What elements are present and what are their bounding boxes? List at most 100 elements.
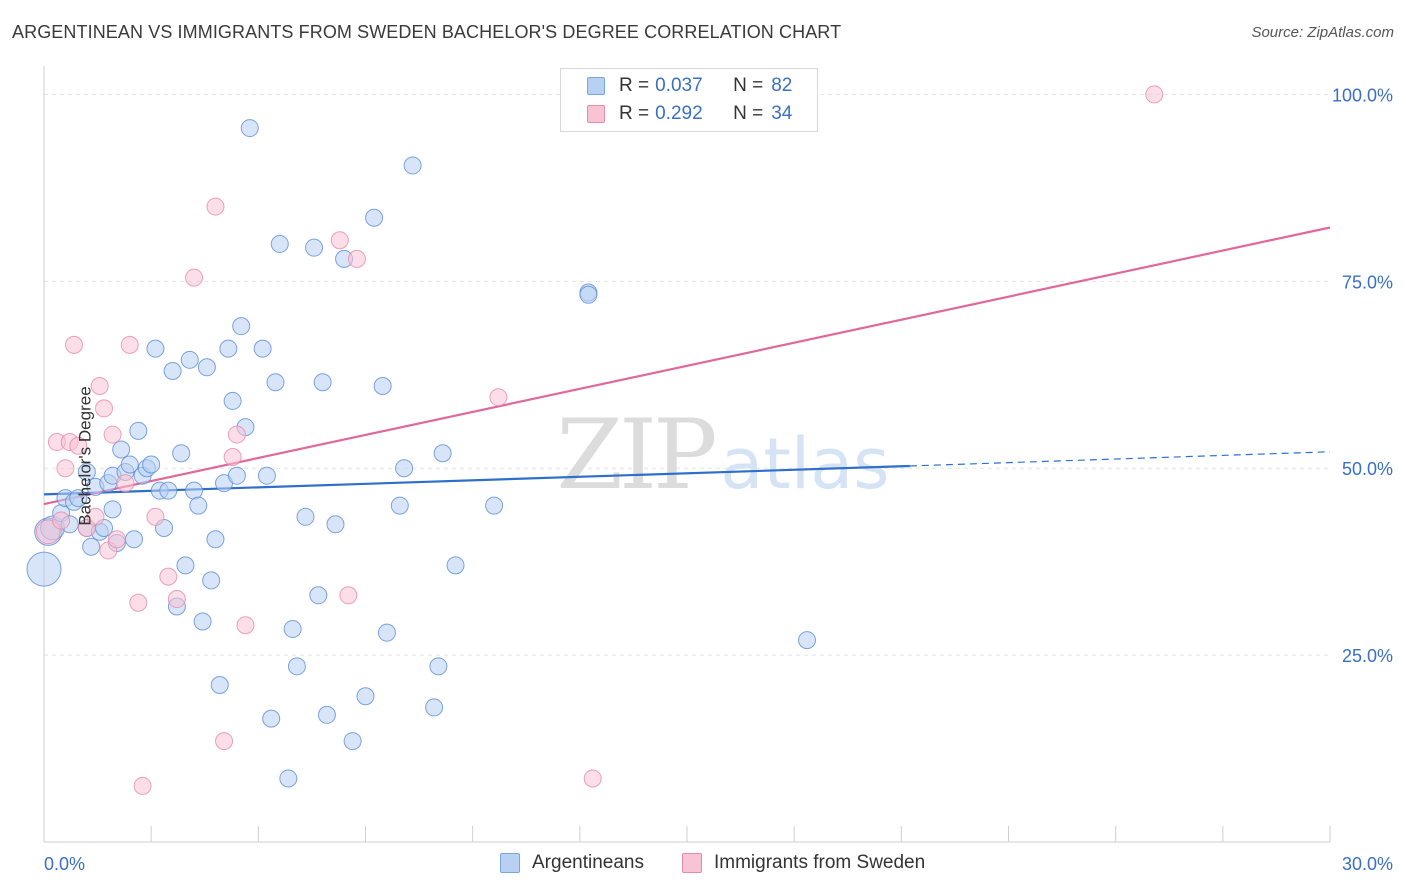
x-tick-label: 30.0%: [1342, 854, 1393, 874]
legend-r-label: R =: [619, 75, 650, 96]
argentinean-point: [120, 455, 139, 474]
argentinean-point: [253, 339, 272, 358]
legend-swatch-pink: [682, 853, 702, 873]
sweden-point: [215, 732, 234, 751]
legend-n-value: 34: [771, 103, 793, 124]
argentinean-point: [429, 657, 448, 676]
legend-label: Argentineans: [532, 852, 644, 873]
argentinean-point: [403, 156, 422, 175]
argentinean-point: [317, 705, 336, 724]
watermark-zip: ZIP: [556, 399, 715, 511]
argentinean-point: [279, 769, 298, 788]
argentinean-point: [163, 362, 182, 381]
argentinean-point: [197, 358, 216, 377]
sweden-point: [129, 593, 148, 612]
sweden-point: [227, 425, 246, 444]
x-tick-label: 0.0%: [44, 854, 85, 874]
argentinean-point: [69, 489, 88, 508]
argentinean-point: [262, 709, 281, 728]
sweden-point: [489, 388, 508, 407]
legend-r-value: 0.292: [655, 103, 703, 124]
sweden-point: [330, 231, 349, 250]
y-tick-label: 25.0%: [1342, 646, 1393, 666]
argentinean-point: [343, 732, 362, 751]
legend-n-label: N =: [733, 75, 764, 96]
sweden-point: [347, 249, 366, 268]
argentinean-point: [185, 481, 204, 500]
argentinean-point: [266, 373, 285, 392]
sweden-point: [185, 268, 204, 287]
argentinean-point: [189, 496, 208, 515]
argentinean-point: [296, 507, 315, 526]
legend-item-argentineans[interactable]: Argentineans: [500, 852, 644, 874]
argentinean-point: [305, 238, 324, 257]
legend-swatch-blue: [587, 77, 605, 95]
argentinean-point: [356, 687, 375, 706]
legend-swatch-blue: [500, 853, 520, 873]
argentinean-point: [283, 619, 302, 638]
argentinean-point: [129, 421, 148, 440]
argentinean-point: [176, 556, 195, 575]
legend-item-sweden[interactable]: Immigrants from Sweden: [682, 852, 925, 874]
sweden-point: [223, 448, 242, 466]
argentinean-point: [798, 631, 817, 650]
sweden-point: [146, 507, 165, 526]
argentinean-point: [240, 119, 259, 138]
chart-title: ARGENTINEAN VS IMMIGRANTS FROM SWEDEN BA…: [12, 22, 842, 42]
argentinean-point: [180, 350, 199, 369]
legend-r-label: R =: [619, 103, 650, 124]
argentinean-point: [313, 373, 332, 392]
sweden-point: [133, 776, 152, 795]
argentinean-point: [223, 391, 242, 410]
argentinean-point: [77, 462, 96, 481]
sweden-point: [206, 197, 225, 216]
source-label: Source: ZipAtlas.com: [1251, 24, 1394, 41]
argentinean-point: [26, 551, 62, 587]
y-axis-label: Bachelor's Degree: [75, 386, 95, 526]
sweden-point: [167, 590, 186, 609]
argentinean-point: [219, 339, 238, 358]
argentinean-point: [125, 530, 144, 549]
sweden-point: [52, 511, 71, 530]
y-tick-label: 50.0%: [1342, 459, 1393, 479]
stats-legend: R = 0.037 N = 82 R = 0.292 N = 34: [560, 68, 818, 132]
sweden-point: [56, 459, 75, 478]
y-tick-label: 100.0%: [1332, 85, 1393, 105]
argentinean-point: [365, 208, 384, 227]
argentinean-point: [326, 515, 345, 534]
legend-row-argentineans: R = 0.037 N = 82: [587, 74, 792, 98]
argentinean-point: [82, 537, 101, 556]
series-legend: Argentineans Immigrants from Sweden: [0, 852, 1406, 878]
sweden-point: [86, 507, 105, 526]
legend-n-label: N =: [733, 103, 764, 124]
argentinean-point: [112, 440, 131, 459]
argentinean-point: [202, 571, 221, 590]
axes: [43, 66, 1331, 843]
watermark-atlas: atlas: [720, 423, 889, 505]
sweden-point: [69, 436, 88, 455]
argentinean-point: [309, 586, 328, 605]
argentinean-point: [227, 466, 246, 485]
argentinean-point: [287, 657, 306, 676]
argentinean-point: [146, 339, 165, 358]
argentinean-point: [172, 444, 191, 463]
legend-row-sweden: R = 0.292 N = 34: [587, 102, 792, 126]
argentinean-point: [579, 285, 598, 304]
argentinean-point: [270, 234, 289, 253]
argentinean-point: [210, 676, 229, 695]
tick-labels: 25.0% 50.0% 75.0% 100.0% 0.0% 30.0%: [44, 85, 1393, 874]
argentinean-point: [433, 444, 452, 463]
sweden-point: [1145, 85, 1164, 104]
legend-n-value: 82: [771, 75, 793, 96]
legend-label: Immigrants from Sweden: [714, 852, 926, 873]
data-points: [26, 85, 1164, 795]
legend-swatch-pink: [587, 105, 605, 123]
argentinean-point: [159, 481, 178, 500]
sweden-point: [65, 335, 84, 354]
argentinean-point: [485, 496, 504, 515]
argentinean-point: [446, 556, 465, 575]
sweden-point: [103, 425, 122, 444]
argentinean-point: [103, 500, 122, 519]
grid: [44, 93, 1330, 656]
